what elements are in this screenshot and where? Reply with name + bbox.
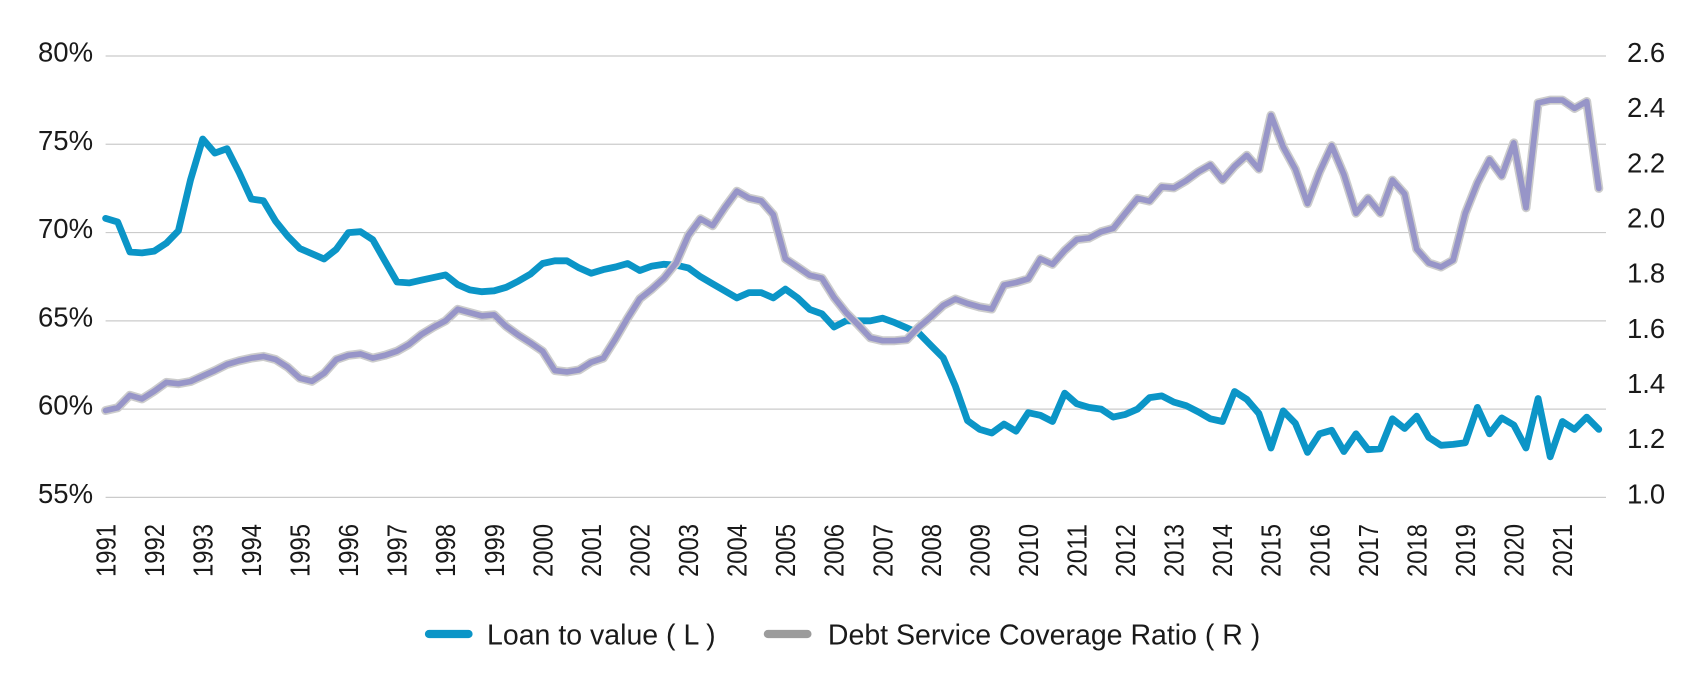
svg-text:2019: 2019 <box>1450 524 1481 577</box>
svg-text:1.0: 1.0 <box>1627 478 1665 509</box>
svg-text:1.6: 1.6 <box>1627 313 1665 344</box>
svg-text:Debt Service Coverage Ratio (: Debt Service Coverage Ratio ( R ) <box>828 620 1260 652</box>
svg-text:70%: 70% <box>38 213 93 244</box>
svg-text:55%: 55% <box>38 478 93 509</box>
svg-text:2009: 2009 <box>964 524 995 577</box>
svg-text:2021: 2021 <box>1547 524 1578 577</box>
svg-text:2006: 2006 <box>819 524 850 577</box>
svg-text:1.8: 1.8 <box>1627 258 1665 289</box>
svg-text:2008: 2008 <box>916 524 947 577</box>
svg-text:2018: 2018 <box>1401 524 1432 577</box>
svg-text:2002: 2002 <box>625 524 656 577</box>
svg-text:2007: 2007 <box>867 524 898 577</box>
svg-text:2000: 2000 <box>527 524 558 577</box>
svg-text:2005: 2005 <box>770 524 801 577</box>
svg-text:75%: 75% <box>38 125 93 156</box>
svg-text:2013: 2013 <box>1159 524 1190 577</box>
svg-text:65%: 65% <box>38 301 93 332</box>
svg-text:2016: 2016 <box>1304 524 1335 577</box>
svg-text:2011: 2011 <box>1062 524 1093 577</box>
svg-text:2.6: 2.6 <box>1627 37 1665 68</box>
svg-text:2017: 2017 <box>1353 524 1384 577</box>
svg-text:1994: 1994 <box>236 524 267 577</box>
svg-text:1999: 1999 <box>479 524 510 577</box>
svg-text:60%: 60% <box>38 390 93 421</box>
svg-text:2004: 2004 <box>722 524 753 577</box>
svg-text:2.2: 2.2 <box>1627 147 1665 178</box>
svg-text:Loan to value ( L ): Loan to value ( L ) <box>487 620 716 652</box>
svg-text:1993: 1993 <box>187 524 218 577</box>
svg-text:2020: 2020 <box>1499 524 1530 577</box>
svg-text:1.4: 1.4 <box>1627 368 1665 399</box>
svg-text:1998: 1998 <box>430 524 461 577</box>
svg-text:1996: 1996 <box>333 524 364 577</box>
svg-text:1991: 1991 <box>90 524 121 577</box>
svg-text:2.0: 2.0 <box>1627 203 1665 234</box>
svg-text:2.4: 2.4 <box>1627 92 1665 123</box>
svg-text:2014: 2014 <box>1207 524 1238 577</box>
svg-text:2012: 2012 <box>1110 524 1141 577</box>
svg-text:1995: 1995 <box>285 524 316 577</box>
svg-text:1997: 1997 <box>382 524 413 577</box>
svg-text:2003: 2003 <box>673 524 704 577</box>
svg-text:2015: 2015 <box>1256 524 1287 577</box>
svg-text:2001: 2001 <box>576 524 607 577</box>
svg-text:1992: 1992 <box>139 524 170 577</box>
svg-text:2010: 2010 <box>1013 524 1044 577</box>
svg-text:80%: 80% <box>38 37 93 68</box>
svg-text:1.2: 1.2 <box>1627 423 1665 454</box>
